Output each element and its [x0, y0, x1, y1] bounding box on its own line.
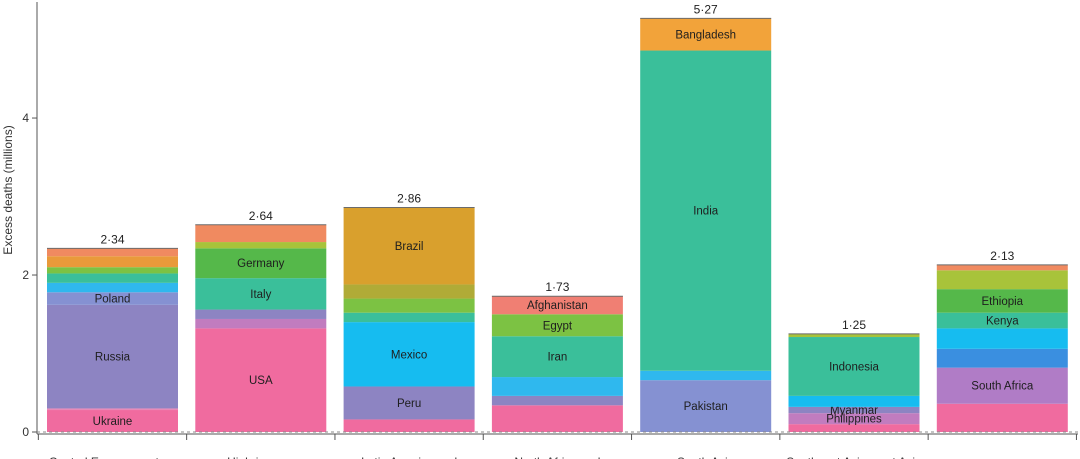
bar-segment: [491, 377, 623, 396]
segment-label: India: [693, 206, 719, 218]
bar-segment: [788, 406, 920, 414]
bar-segment: [195, 248, 327, 279]
bar-segment: [343, 207, 475, 285]
bar-total-label: 2·64: [249, 209, 273, 223]
bar-segment: [491, 296, 623, 315]
bar-total-label: 2·13: [990, 249, 1014, 263]
bar-total-label: 1·73: [545, 280, 569, 294]
bar-segment: [640, 370, 772, 381]
bar-total-label: 5·27: [694, 2, 718, 16]
bar-segment: [491, 405, 623, 432]
bar-segment: [195, 278, 327, 310]
segment-label: Myanmar: [830, 405, 878, 417]
segment-label: Russia: [95, 352, 131, 364]
category-label: High-income: [227, 455, 295, 459]
segment-label: Poland: [95, 294, 131, 306]
bar-stack: Iran Egypt Afghanistan 1·73: [491, 280, 623, 432]
bar-segment: [343, 312, 475, 323]
bar-segment: [788, 413, 920, 425]
bar-segment: [788, 333, 920, 338]
x-axis: Central Europe, eastern High-income Latin …: [37, 431, 1078, 459]
bar-segment: [788, 395, 920, 407]
segment-label: Iran: [547, 352, 567, 364]
bar-segment: [491, 336, 623, 378]
bar-segment: [343, 322, 475, 387]
segment-label: Pakistan: [684, 401, 728, 413]
y-tick-label: 4: [22, 111, 29, 125]
segment-label: Philippines: [826, 414, 882, 426]
bar-segment: [640, 380, 772, 432]
bar-segment: [47, 267, 178, 274]
bar-segment: [936, 264, 1068, 271]
category-label: North Africa and: [514, 455, 600, 459]
bar-segment: [788, 424, 920, 432]
bar-segment: [195, 328, 327, 432]
segment-label: Kenya: [986, 316, 1019, 328]
bar-stack: Ukraine Russia Poland 2·34: [47, 232, 178, 432]
bar-segment: [936, 328, 1068, 349]
bar-total-label: 1·25: [842, 318, 866, 332]
bar-stack: South Africa Kenya Ethiopia 2·13: [936, 249, 1068, 432]
bar-segment: [343, 298, 475, 313]
category-label: Latin America and: [361, 455, 457, 459]
bar-stack: Pakistan India Bangladesh 5·27: [640, 2, 772, 432]
bar-segment: [47, 273, 178, 283]
bar-segment: [788, 337, 920, 396]
bar-segment: [195, 309, 327, 319]
segment-label: Bangladesh: [675, 29, 736, 41]
bar-segment: [343, 386, 475, 420]
segment-label: Mexico: [391, 349, 427, 361]
bar-segment: [195, 318, 327, 329]
stacked-bars: Ukraine Russia Poland 2·34 USA Italy Germany 2·…: [47, 2, 1068, 432]
segment-label: Ethiopia: [982, 296, 1024, 308]
bar-segment: [47, 410, 178, 432]
segment-label: USA: [249, 375, 273, 387]
y-axis: 0 2 4: [22, 2, 38, 439]
segment-label: South Africa: [971, 381, 1034, 393]
bar-segment: [343, 284, 475, 299]
bar-segment: [47, 282, 178, 293]
segment-label: Italy: [250, 289, 271, 301]
bar-segment: [47, 304, 178, 409]
segment-label: Ukraine: [93, 416, 133, 428]
bar-segment: [936, 312, 1068, 329]
bar-stack: Peru Mexico Brazil 2·86: [343, 192, 475, 432]
bar-segment: [936, 289, 1068, 313]
category-label: Southeast Asia, east Asia: [786, 455, 922, 459]
bar-segment: [936, 367, 1068, 404]
segment-label: Afghanistan: [527, 300, 588, 312]
y-tick-label: 0: [22, 425, 29, 439]
bar-segment: [343, 419, 475, 432]
bar-segment: [47, 248, 178, 257]
bar-segment: [195, 224, 327, 243]
bar-segment: [936, 403, 1068, 432]
bar-segment: [640, 50, 772, 371]
bar-total-label: 2·86: [397, 192, 421, 206]
bar-total-label: 2·34: [100, 232, 124, 246]
bar-segment: [491, 395, 623, 406]
bar-segment: [640, 18, 772, 51]
bar-stack: USA Italy Germany 2·64: [195, 209, 327, 432]
segment-label: Egypt: [543, 320, 573, 332]
category-label: South Asia: [677, 455, 735, 459]
bar-segment: [936, 270, 1068, 290]
y-tick-label: 2: [22, 268, 29, 282]
bar-segment: [195, 242, 327, 249]
bar-segment: [936, 348, 1068, 368]
category-label: Central Europe, eastern: [49, 455, 176, 459]
bar-segment: [491, 314, 623, 337]
bar-segment: [47, 292, 178, 305]
bar-segment: [47, 408, 178, 411]
segment-label: Brazil: [395, 241, 424, 253]
y-axis-title: Excess deaths (millions): [1, 125, 15, 254]
segment-label: Germany: [237, 258, 285, 270]
segment-label: Peru: [397, 398, 421, 410]
bar-segment: [47, 256, 178, 268]
segment-label: Indonesia: [829, 361, 879, 373]
